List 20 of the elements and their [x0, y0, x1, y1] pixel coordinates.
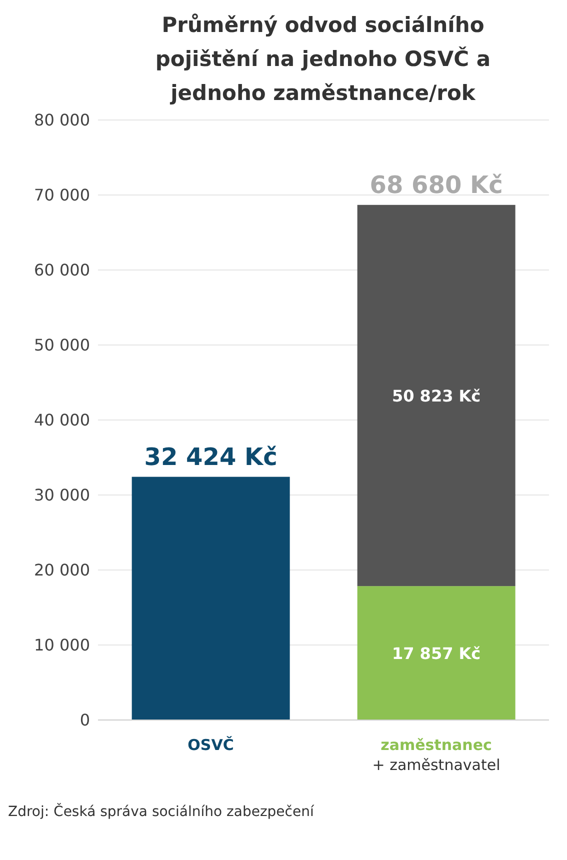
y-tick-label: 80 000 — [34, 110, 90, 130]
x-tick-label: OSVČ — [188, 736, 234, 754]
y-tick-label: 20 000 — [34, 560, 90, 580]
data-label: 17 857 Kč — [392, 644, 481, 664]
y-tick-label: 70 000 — [34, 186, 90, 205]
chart-title: Průměrný odvod sociálního pojištění na jednoho OSVČ a jednoho zaměstnance/rok — [154, 12, 492, 107]
y-tick-label: 60 000 — [34, 260, 90, 280]
total-label: 68 680 Kč — [370, 170, 503, 199]
data-label: 50 823 Kč — [392, 386, 481, 406]
y-tick-label: 0 — [80, 710, 90, 730]
y-tick-label: 30 000 — [34, 486, 90, 505]
bar — [357, 586, 516, 720]
y-tick-label: 40 000 — [34, 410, 90, 430]
bar — [132, 476, 290, 720]
total-label: 32 424 Kč — [144, 442, 278, 471]
bar — [357, 204, 516, 586]
y-tick-label: 10 000 — [34, 636, 90, 655]
text: Zdroj: Česká správa sociálního zabezpečení — [8, 804, 315, 820]
y-tick-label: 50 000 — [34, 336, 90, 355]
x-tick-label: zaměstnanec + zaměstnavatel — [372, 736, 500, 774]
